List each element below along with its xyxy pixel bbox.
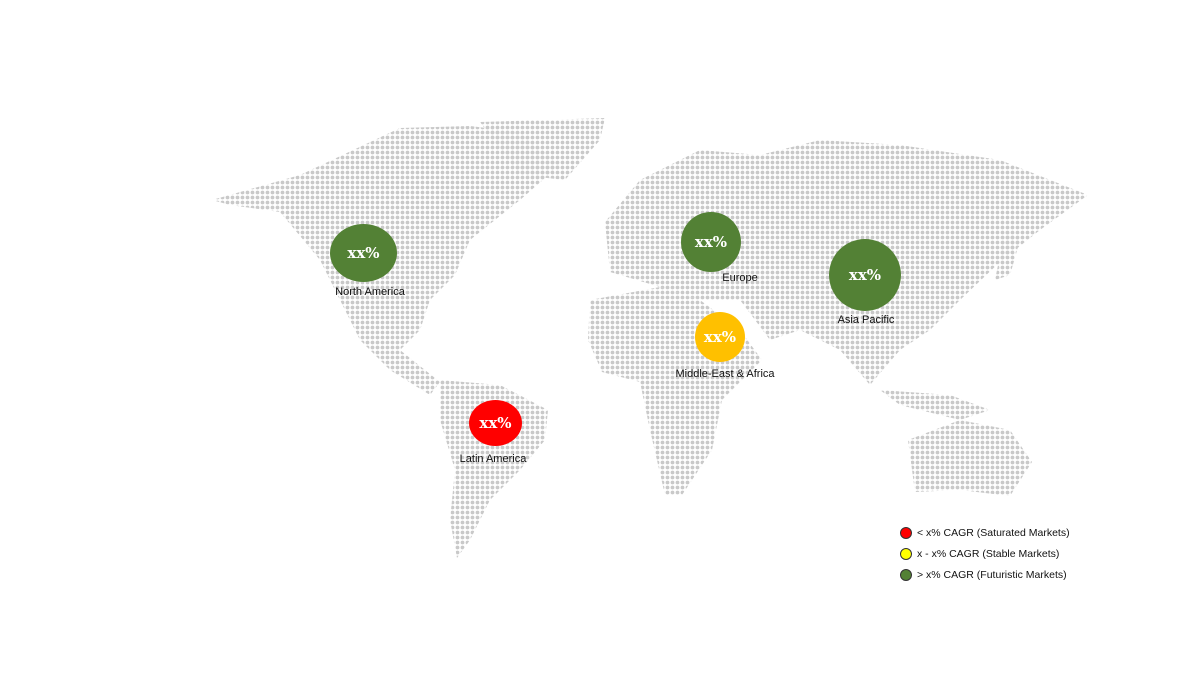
bubble-asia-pacific: xx% [829, 239, 901, 311]
label-latin-america: Latin America [459, 453, 527, 465]
bubble-north-america: xx% [330, 224, 397, 282]
greenland-landmass [480, 118, 605, 180]
legend-label: > x% CAGR (Futuristic Markets) [917, 568, 1067, 581]
bubble-latin-america: xx% [469, 400, 522, 446]
legend-label: < x% CAGR (Saturated Markets) [917, 526, 1070, 539]
australia-landmass [908, 420, 1032, 496]
legend-item-saturated: < x% CAGR (Saturated Markets) [900, 522, 1070, 543]
japan-islands [995, 230, 1020, 280]
red-dot-icon [900, 526, 912, 539]
legend-item-stable: x - x% CAGR (Stable Markets) [900, 543, 1070, 564]
legend: < x% CAGR (Saturated Markets) x - x% CAG… [900, 522, 1070, 585]
label-asia-pacific: Asia Pacific [837, 314, 895, 326]
green-dot-icon [900, 568, 912, 581]
indonesia-islands [880, 390, 990, 420]
yellow-dot-icon [900, 547, 912, 560]
label-north-america: North America [335, 286, 405, 298]
legend-item-futuristic: > x% CAGR (Futuristic Markets) [900, 564, 1070, 585]
label-middle-east-africa: Middle-East & Africa [675, 368, 775, 380]
label-europe: Europe [722, 272, 758, 284]
legend-label: x - x% CAGR (Stable Markets) [917, 547, 1060, 560]
bubble-middle-east-africa: xx% [695, 312, 745, 362]
bubble-europe: xx% [681, 212, 741, 272]
